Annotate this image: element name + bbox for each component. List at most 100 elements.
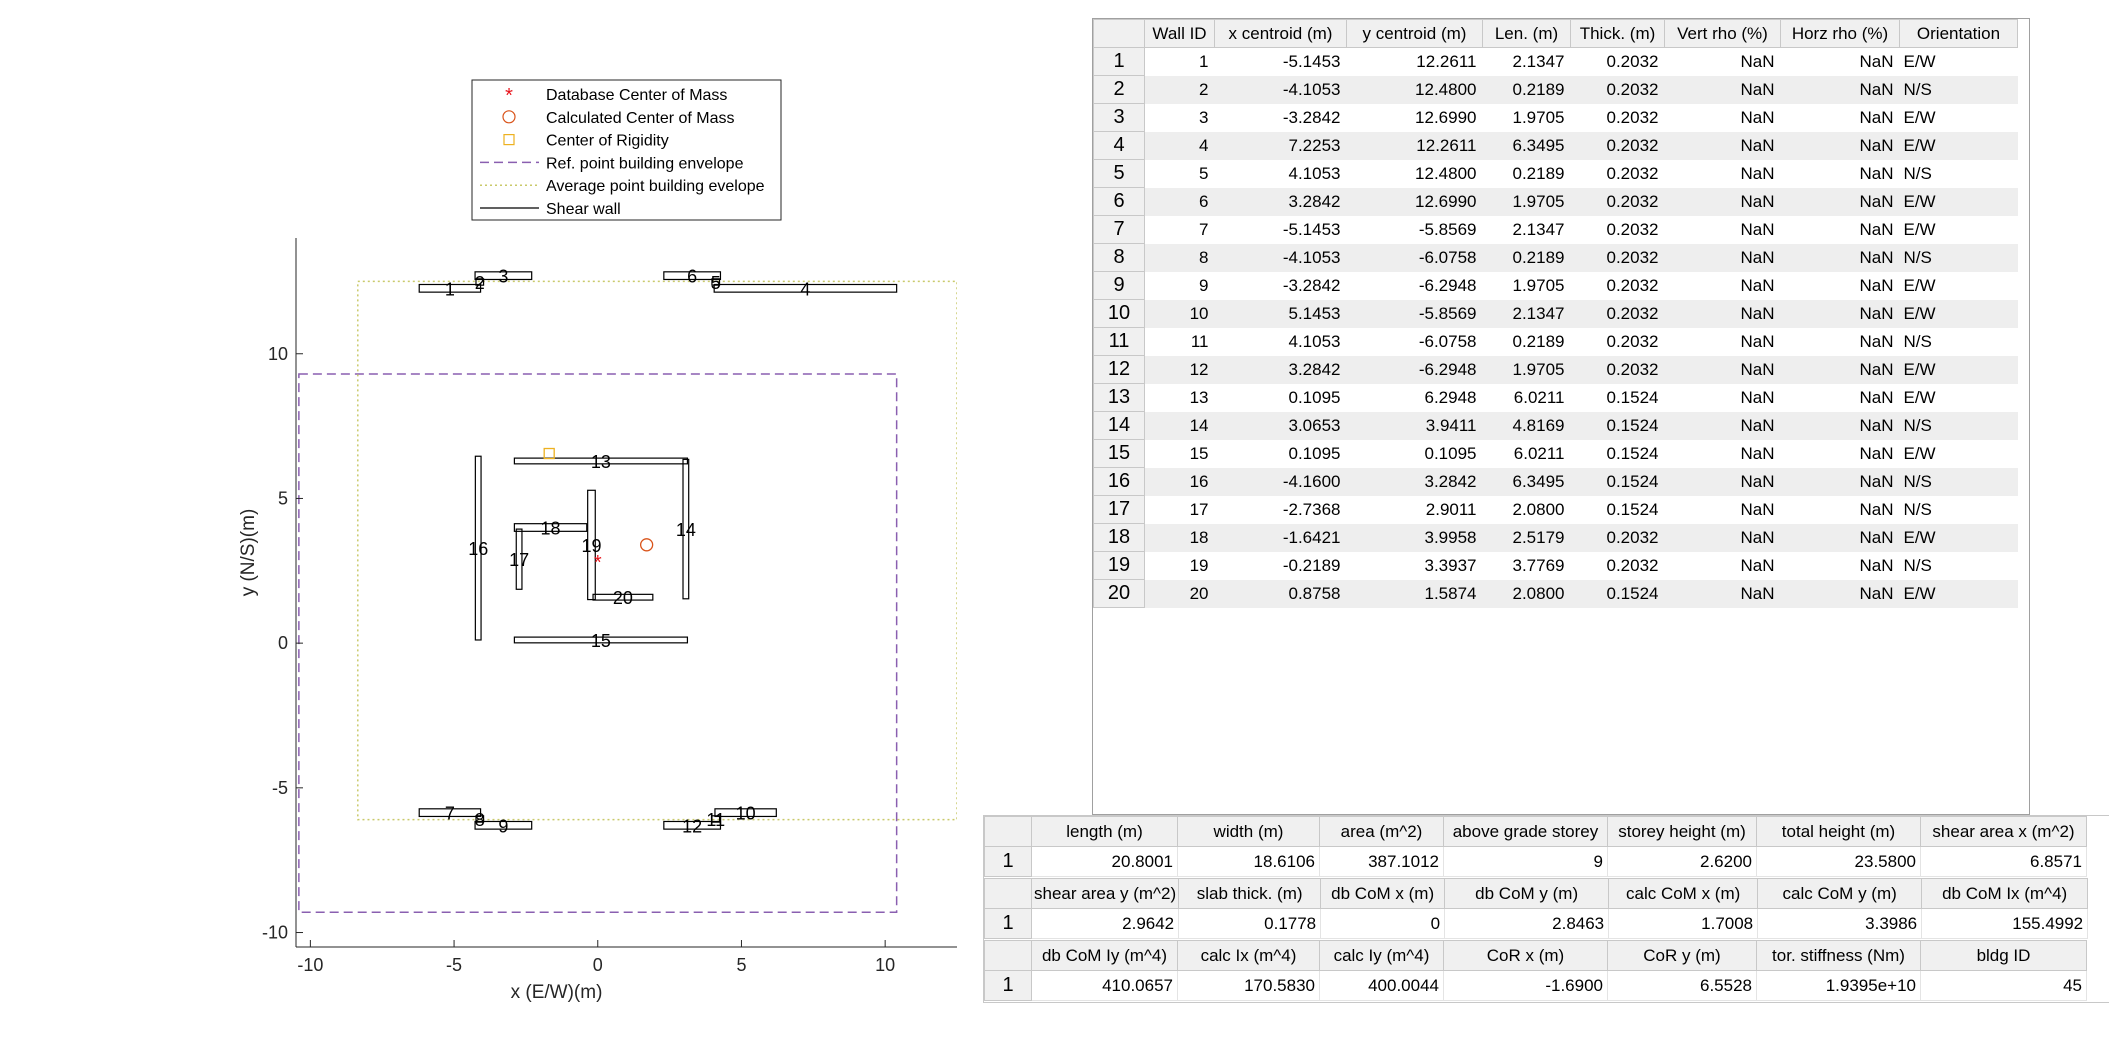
row-header[interactable]: 6 (1093, 187, 1145, 216)
column-header[interactable]: db CoM x (m) (1320, 878, 1446, 909)
table-cell[interactable]: 2.0800 (1482, 579, 1571, 608)
row-header[interactable]: 3 (1093, 103, 1145, 132)
table-cell[interactable]: NaN (1664, 579, 1781, 608)
table-cell[interactable]: -4.1053 (1214, 75, 1347, 104)
table-cell[interactable]: E/W (1899, 523, 2018, 552)
table-cell[interactable]: NaN (1664, 103, 1781, 132)
row-header[interactable]: 7 (1093, 215, 1145, 244)
table-cell[interactable]: NaN (1780, 495, 1900, 524)
table-cell[interactable]: 1 (1144, 47, 1215, 76)
table-cell[interactable]: 17 (1144, 495, 1215, 524)
table-cell[interactable]: -5.8569 (1346, 215, 1483, 244)
row-header[interactable]: 4 (1093, 131, 1145, 160)
table-cell[interactable]: 3.3937 (1346, 551, 1483, 580)
column-header[interactable]: CoR y (m) (1607, 940, 1757, 971)
table-cell[interactable]: E/W (1899, 103, 2018, 132)
table-cell[interactable]: 3.3986 (1757, 908, 1923, 939)
table-row[interactable]: 11 11 4.1053 -6.0758 0.2189 0.2032 NaN NaN N/S (1093, 327, 2018, 356)
column-header[interactable]: total height (m) (1756, 816, 1921, 847)
table-cell[interactable]: 1.9705 (1482, 103, 1571, 132)
table-cell[interactable]: 0.2189 (1482, 159, 1571, 188)
table-cell[interactable]: 12.2611 (1346, 131, 1483, 160)
table-cell[interactable]: NaN (1664, 47, 1781, 76)
table-cell[interactable]: 0.2032 (1570, 103, 1665, 132)
table-cell[interactable]: NaN (1780, 523, 1900, 552)
table-cell[interactable]: NaN (1780, 187, 1900, 216)
table-cell[interactable]: NaN (1780, 411, 1900, 440)
table-cell[interactable]: 2.6200 (1607, 846, 1757, 877)
row-header[interactable]: 8 (1093, 243, 1145, 272)
table-cell[interactable]: 16 (1144, 467, 1215, 496)
row-header[interactable]: 18 (1093, 523, 1145, 552)
table-cell[interactable]: N/S (1899, 327, 2018, 356)
table-cell[interactable]: NaN (1780, 75, 1900, 104)
row-header[interactable]: 1 (984, 908, 1032, 939)
table-cell[interactable]: 0.2032 (1570, 187, 1665, 216)
row-header[interactable]: 1 (1093, 47, 1145, 76)
table-cell[interactable]: 11 (1144, 327, 1215, 356)
column-header[interactable]: above grade storey (1443, 816, 1608, 847)
table-cell[interactable]: 0.1524 (1570, 439, 1665, 468)
column-header[interactable]: bldg ID (1920, 940, 2087, 971)
table-cell[interactable]: E/W (1899, 355, 2018, 384)
column-header[interactable]: Wall ID (1144, 19, 1215, 48)
table-cell[interactable]: 8 (1144, 243, 1215, 272)
column-header[interactable]: calc CoM x (m) (1608, 878, 1759, 909)
table-cell[interactable]: 6.2948 (1346, 383, 1483, 412)
table-cell[interactable]: -3.2842 (1214, 103, 1347, 132)
table-cell[interactable]: NaN (1664, 355, 1781, 384)
column-header[interactable]: shear area y (m^2) (1030, 878, 1180, 909)
table-cell[interactable]: E/W (1899, 439, 2018, 468)
table-cell[interactable]: 3.0653 (1214, 411, 1347, 440)
table-cell[interactable]: 23.5800 (1756, 846, 1921, 877)
table-row[interactable]: 20 20 0.8758 1.5874 2.0800 0.1524 NaN NaN E/W (1093, 579, 2018, 608)
row-header[interactable]: 11 (1093, 327, 1145, 356)
table-cell[interactable]: 3.2842 (1214, 187, 1347, 216)
table-cell[interactable]: 4.1053 (1214, 327, 1347, 356)
table-row[interactable]: 4 4 7.2253 12.2611 6.3495 0.2032 NaN NaN E/W (1093, 131, 2018, 160)
table-cell[interactable]: -3.2842 (1214, 271, 1347, 300)
table-cell[interactable]: 18 (1144, 523, 1215, 552)
table-cell[interactable]: NaN (1664, 439, 1781, 468)
table-row[interactable]: 10 10 5.1453 -5.8569 2.1347 0.2032 NaN NaN E/W (1093, 299, 2018, 328)
table-cell[interactable]: 0.1095 (1346, 439, 1483, 468)
table-cell[interactable]: 10 (1144, 299, 1215, 328)
table-cell[interactable]: 12 (1144, 355, 1215, 384)
table-row[interactable]: 8 8 -4.1053 -6.0758 0.2189 0.2032 NaN NaN N/S (1093, 243, 2018, 272)
table-cell[interactable]: 1.9705 (1482, 187, 1571, 216)
row-header[interactable]: 19 (1093, 551, 1145, 580)
row-header[interactable]: 20 (1093, 579, 1145, 608)
table-cell[interactable]: 0.1524 (1570, 383, 1665, 412)
table-cell[interactable]: 7 (1144, 215, 1215, 244)
table-cell[interactable]: NaN (1780, 271, 1900, 300)
table-cell[interactable]: 170.5830 (1177, 970, 1320, 1001)
table-cell[interactable]: -4.1053 (1214, 243, 1347, 272)
summary-table-panel[interactable]: length (m) width (m) area (m^2) above grade… (983, 815, 2109, 1003)
table-cell[interactable]: 0.2032 (1570, 215, 1665, 244)
table-cell[interactable]: NaN (1664, 187, 1781, 216)
column-header[interactable]: db CoM Ix (m^4) (1921, 878, 2089, 909)
table-cell[interactable]: 20 (1144, 579, 1215, 608)
column-header[interactable]: calc Iy (m^4) (1319, 940, 1444, 971)
table-cell[interactable]: 5 (1144, 159, 1215, 188)
table-cell[interactable]: 400.0044 (1319, 970, 1444, 1001)
table-cell[interactable]: 0.2032 (1570, 243, 1665, 272)
column-header[interactable]: Orientation (1899, 19, 2018, 48)
table-row[interactable]: 3 3 -3.2842 12.6990 1.9705 0.2032 NaN NaN E/W (1093, 103, 2018, 132)
table-cell[interactable]: E/W (1899, 131, 2018, 160)
table-cell[interactable]: 3.9958 (1346, 523, 1483, 552)
table-cell[interactable]: NaN (1664, 327, 1781, 356)
table-cell[interactable]: 4.1053 (1214, 159, 1347, 188)
table-cell[interactable]: 19 (1144, 551, 1215, 580)
table-cell[interactable]: 387.1012 (1319, 846, 1444, 877)
table-cell[interactable]: 2.9642 (1030, 908, 1180, 939)
table-cell[interactable]: NaN (1664, 299, 1781, 328)
row-header[interactable]: 9 (1093, 271, 1145, 300)
table-cell[interactable]: 0.2189 (1482, 327, 1571, 356)
table-cell[interactable]: 2.9011 (1346, 495, 1483, 524)
table-cell[interactable]: E/W (1899, 215, 2018, 244)
table-cell[interactable]: NaN (1664, 523, 1781, 552)
table-cell[interactable]: E/W (1899, 47, 2018, 76)
table-cell[interactable]: 2.1347 (1482, 215, 1571, 244)
table-cell[interactable]: 6.5528 (1607, 970, 1757, 1001)
